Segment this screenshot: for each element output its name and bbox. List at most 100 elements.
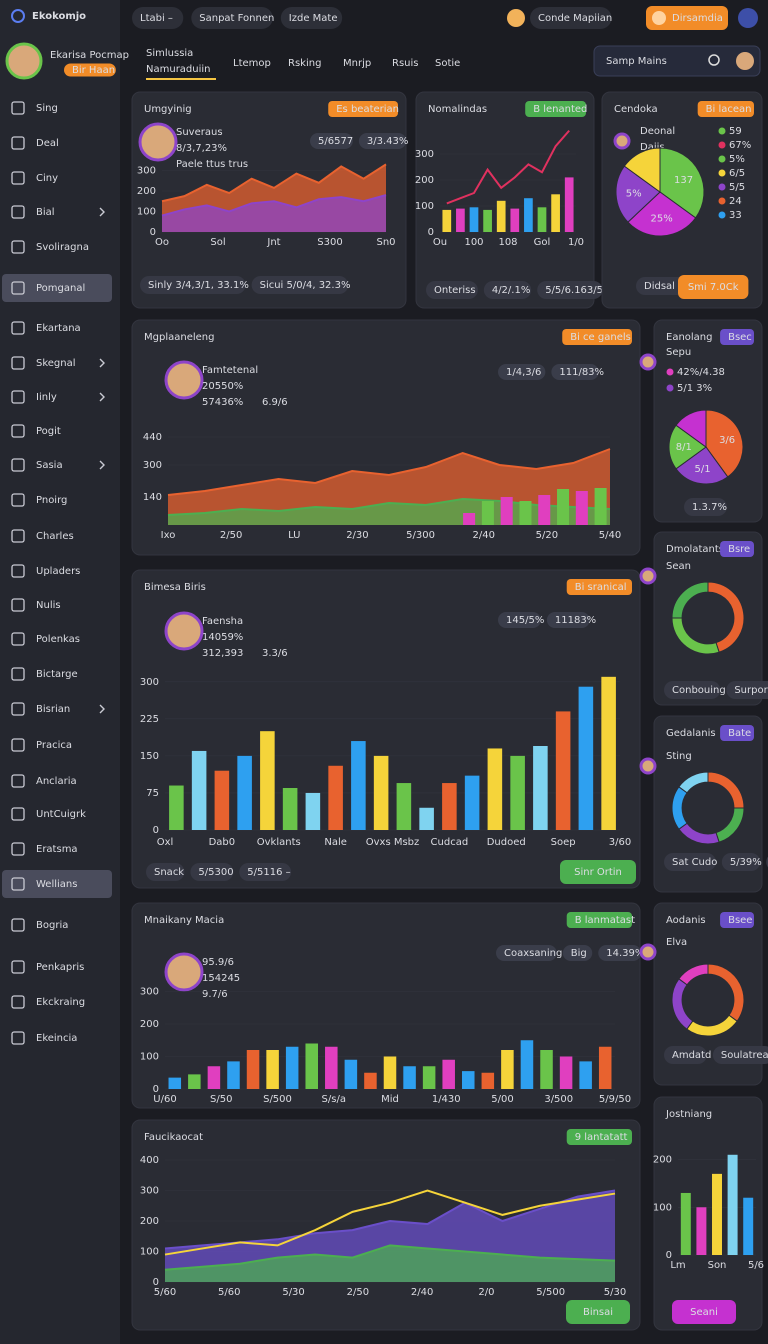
nav-icon[interactable] (11, 458, 25, 472)
bar (285, 1046, 299, 1089)
header-tab[interactable]: Ltemop (233, 58, 271, 69)
search-box[interactable] (593, 45, 761, 77)
nav-icon[interactable] (11, 842, 25, 856)
nav-icon[interactable] (11, 598, 25, 612)
nav-icon[interactable] (11, 136, 25, 150)
footer-item: 4/2/.1% (492, 285, 531, 296)
nav-active[interactable] (2, 870, 112, 898)
button[interactable]: Seani (690, 1307, 718, 1318)
chip: 5/6577 (318, 136, 353, 147)
stat: 154245 (202, 973, 240, 984)
nav-icon[interactable] (11, 807, 25, 821)
nav-icon[interactable] (11, 529, 25, 543)
button-bg[interactable] (678, 275, 749, 299)
stat: 6.9/6 (262, 397, 288, 408)
nav-icon[interactable] (11, 995, 25, 1009)
card-title: Dmolatants (666, 544, 724, 555)
header-tab[interactable]: Mnrjp (343, 58, 371, 69)
nav-icon[interactable] (11, 877, 25, 891)
nav-icon[interactable] (11, 356, 25, 370)
nav-icon[interactable] (11, 171, 25, 185)
top-pill-bg[interactable] (132, 7, 184, 29)
nav-icon[interactable] (11, 960, 25, 974)
nav-item[interactable]: Bictarge (36, 669, 78, 680)
nav-item[interactable]: Polenkas (36, 634, 80, 645)
chip: 1/4,3/6 (506, 367, 541, 378)
action-avatar (652, 11, 666, 25)
nav-icon[interactable] (11, 390, 25, 404)
chip: 3/3.43% (367, 136, 409, 147)
nav-item[interactable]: Ciny (36, 173, 58, 184)
nav-item[interactable]: Wellians (36, 879, 77, 890)
top-pill-bg[interactable] (191, 7, 273, 29)
button-bg[interactable] (560, 860, 636, 884)
nav-icon[interactable] (11, 281, 25, 295)
nav-item[interactable]: Iinly (36, 392, 57, 403)
nav-item[interactable]: Ekeincia (36, 1033, 77, 1044)
nav-icon[interactable] (11, 101, 25, 115)
nav-item[interactable]: Sasia (36, 460, 63, 471)
nav-item[interactable]: Eratsma (36, 844, 78, 855)
nav-item[interactable]: Penkapris (36, 962, 84, 973)
nav-item[interactable]: Bial (36, 207, 55, 218)
bar (598, 1046, 612, 1089)
header-tab[interactable]: Rsking (288, 58, 321, 69)
bar (422, 1066, 436, 1089)
nav-icon[interactable] (11, 1031, 25, 1045)
button-bg[interactable] (566, 1300, 630, 1324)
y-tick-label: 300 (140, 987, 159, 998)
header-tab[interactable]: Rsuis (392, 58, 418, 69)
card-badge: Bsre (728, 544, 750, 555)
nav-active[interactable] (2, 274, 112, 302)
nav-icon[interactable] (11, 738, 25, 752)
card-title: Cendoka (614, 104, 658, 115)
nav-icon[interactable] (11, 632, 25, 646)
nav-item[interactable]: Anclaria (36, 776, 77, 787)
y-tick-label: 200 (140, 1019, 159, 1030)
nav-icon[interactable] (11, 240, 25, 254)
nav-item[interactable]: Pracica (36, 740, 72, 751)
top-pill-bg[interactable] (280, 7, 343, 29)
action-bg[interactable] (646, 6, 728, 30)
nav-item[interactable]: Nulis (36, 600, 61, 611)
nav-item[interactable]: Pnoirg (36, 495, 67, 506)
nav-item[interactable]: Pogit (36, 426, 61, 437)
nav-item[interactable]: Bisrian (36, 704, 70, 715)
nav-item[interactable]: Ekartana (36, 323, 81, 334)
nav-icon[interactable] (11, 205, 25, 219)
top-icon[interactable] (738, 8, 758, 28)
nav-item[interactable]: Charles (36, 531, 74, 542)
nav-item[interactable]: Deal (36, 138, 59, 149)
nav-icon[interactable] (11, 702, 25, 716)
y-tick-label: 0 (666, 1250, 672, 1261)
nav-icon[interactable] (11, 918, 25, 932)
x-tick-label: 5/30 (604, 1287, 626, 1298)
nav-item[interactable]: Bogria (36, 920, 68, 931)
nav-item[interactable]: Pomganal (36, 283, 85, 294)
legend-label: 67% (729, 140, 751, 151)
top-user-bg[interactable] (530, 7, 612, 29)
nav-icon[interactable] (11, 667, 25, 681)
nav-icon[interactable] (11, 424, 25, 438)
footer-item-bg (664, 853, 716, 871)
card-title: Jostniang (665, 1109, 712, 1120)
nav-icon[interactable] (11, 493, 25, 507)
y-tick-label: 200 (140, 1216, 159, 1227)
nav-item[interactable]: Ekckraing (36, 997, 85, 1008)
nav-item[interactable]: Skegnal (36, 358, 76, 369)
bar (601, 676, 616, 830)
nav-item[interactable]: UntCuigrk (36, 809, 86, 820)
button-bg[interactable] (672, 1300, 736, 1324)
chip-bg (498, 612, 541, 628)
nav-icon[interactable] (11, 564, 25, 578)
footer-item-bg (537, 281, 603, 299)
nav-icon[interactable] (11, 321, 25, 335)
nav-item[interactable]: Svoliragna (36, 242, 89, 253)
nav-icon[interactable] (11, 774, 25, 788)
nav-item[interactable]: Sing (36, 103, 58, 114)
button[interactable]: Smi 7.0Ck (688, 282, 739, 293)
button[interactable]: Sinr Ortin (574, 867, 622, 878)
nav-item[interactable]: Upladers (36, 566, 80, 577)
button[interactable]: Binsai (583, 1307, 613, 1318)
header-tab[interactable]: Sotie (435, 58, 460, 69)
